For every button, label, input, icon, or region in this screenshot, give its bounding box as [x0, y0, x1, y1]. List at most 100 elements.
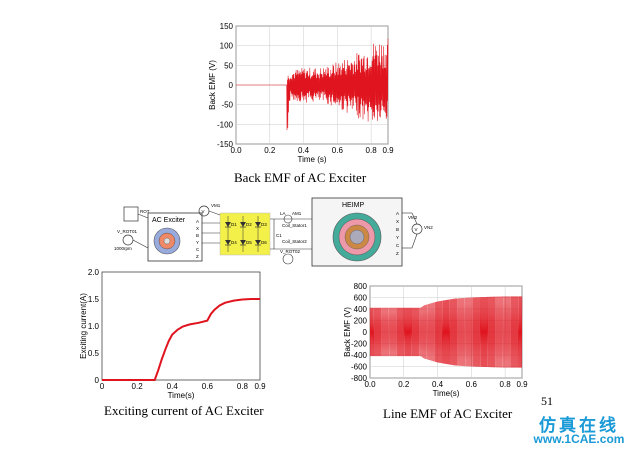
exciter-pin-label: X: [196, 226, 199, 231]
line-emf-chart-svg: 0.0 0.2 0.4 0.6 0.8 0.9 800 600 400 200 0 -200 -400 -…: [343, 282, 528, 398]
x-tick-label: 0: [100, 382, 105, 391]
y-tick-label: -50: [221, 101, 233, 110]
x-tick-label: 0.8: [500, 380, 512, 389]
heimp-pin-label: X: [396, 219, 399, 224]
caption-exciting: Exciting current of AC Exciter: [104, 403, 264, 418]
x-tick-label: 0.2: [132, 382, 144, 391]
y-tick-label: 1.5: [88, 295, 100, 304]
y-axis-label: Back EMF (V): [208, 60, 217, 110]
svg-text:V: V: [415, 227, 418, 232]
x-tick-label: 0.9: [516, 380, 528, 389]
label-c1: C1: [276, 233, 282, 238]
label-vrot01: V_ROT01: [117, 229, 138, 234]
caption-line-emf: Line EMF of AC Exciter: [383, 406, 513, 421]
diode-label: D5: [246, 240, 252, 245]
x-tick-label: 0.9: [382, 146, 394, 155]
y-axis-label: Exciting current(A): [79, 293, 88, 359]
watermark: 仿真在线 www.1CAE.com: [520, 411, 638, 449]
svg-text:V: V: [202, 209, 205, 214]
ac-exciter-title: AC Exciter: [152, 217, 186, 224]
label-vn2: VN2: [424, 225, 433, 230]
heimp-pin-label: Z: [396, 251, 399, 256]
plot-area: [101, 271, 261, 381]
label-la: LA: [280, 211, 286, 216]
y-tick-label: -400: [351, 351, 368, 360]
x-axis-label: Time(s): [168, 391, 195, 400]
x-tick-label: 0.0: [230, 146, 242, 155]
heimp-title: HEIMP: [342, 202, 365, 209]
y-tick-label: 400: [354, 305, 368, 314]
y-tick-label: 0: [229, 81, 234, 90]
y-tick-label: -800: [351, 374, 368, 383]
heimp-pin-label: B: [396, 227, 399, 232]
x-tick-label: 0.6: [466, 380, 478, 389]
y-tick-label: -200: [351, 340, 368, 349]
x-axis-label: Time (s): [297, 155, 326, 164]
watermark-url: www.1CAE.com: [533, 432, 625, 446]
series-line: [369, 296, 523, 368]
caption-back-emf: Back EMF of AC Exciter: [234, 170, 367, 185]
exciter-pin-label: Z: [196, 254, 199, 259]
back-emf-chart: 0.0 0.2 0.4 0.6 0.8 0.9 150 100 50 0 -50 -100 -150 Ti…: [206, 20, 396, 170]
y-tick-label: -600: [351, 363, 368, 372]
x-axis-label: Time(s): [433, 389, 460, 398]
page-number: 51: [541, 394, 553, 408]
y-tick-label: 0: [363, 328, 368, 337]
label-vm1: VM1: [211, 203, 221, 208]
exciter-pin-label: Y: [196, 240, 199, 245]
x-tick-label: 0.4: [167, 382, 179, 391]
heimp-pin-label: C: [396, 243, 400, 248]
label-vrot02: V_ROT02: [280, 249, 301, 254]
heimp-pin-label: Y: [396, 235, 399, 240]
x-tick-label: 0.2: [398, 380, 410, 389]
x-tick-label: 0.4: [298, 146, 310, 155]
x-tick-label: 0.4: [432, 380, 444, 389]
label-coil-stator2: Coil_Stator2: [282, 239, 307, 244]
y-tick-label: 2.0: [88, 268, 100, 277]
x-tick-label: 0.9: [254, 382, 266, 391]
y-axis-label: Back EMF (V): [343, 307, 352, 357]
diode-label: D2: [246, 222, 252, 227]
x-tick-label: 0.6: [202, 382, 214, 391]
y-tick-label: 0: [95, 376, 100, 385]
y-tick-label: 200: [354, 317, 368, 326]
series-line: [236, 38, 389, 131]
y-tick-label: 1.0: [88, 322, 100, 331]
rot-source: ROT V_ROT01 1000rpm: [114, 206, 150, 251]
y-tick-label: 600: [354, 294, 368, 303]
x-tick-label: 0.2: [264, 146, 276, 155]
watermark-chinese: 仿真在线: [539, 416, 619, 436]
diode-label: D6: [261, 240, 267, 245]
y-tick-label: 100: [220, 42, 234, 51]
label-rot: ROT: [140, 209, 150, 214]
y-tick-label: 50: [224, 61, 233, 70]
exciting-current-chart: 0 0.2 0.4 0.6 0.8 0.9 2.0 1.5 1.0 0.5 0 Time(s) Exci…: [78, 266, 273, 406]
back-emf-chart-svg: 0.0 0.2 0.4 0.6 0.8 0.9 150 100 50 0 -50 -100 -150 Ti…: [208, 22, 394, 164]
y-tick-label: 150: [220, 22, 234, 31]
diode-label: D3: [261, 222, 267, 227]
label-vm2: VM2: [408, 215, 418, 220]
series-line: [102, 298, 260, 381]
diode-label: D1: [231, 222, 237, 227]
exciter-pin-label: A: [196, 219, 199, 224]
y-tick-label: 800: [354, 282, 368, 291]
diode-rectifier: D1 D2 D3 D4 D5 D6: [219, 212, 271, 256]
y-tick-label: 0.5: [88, 349, 100, 358]
y-tick-label: -100: [217, 120, 234, 129]
line-emf-chart: 0.0 0.2 0.4 0.6 0.8 0.9 800 600 400 200 0 -200 -400 -…: [340, 280, 530, 405]
exciting-current-chart-svg: 0 0.2 0.4 0.6 0.8 0.9 2.0 1.5 1.0 0.5 0 Time(s) Exci…: [79, 268, 266, 400]
label-am1: AM1: [292, 211, 302, 216]
x-tick-label: 0.0: [364, 380, 376, 389]
label-1000rpm: 1000rpm: [114, 246, 132, 251]
heimp-pin-label: A: [396, 211, 399, 216]
x-tick-label: 0.8: [237, 382, 249, 391]
label-coil-stator1: Coil_Stator1: [282, 223, 307, 228]
x-tick-label: 0.6: [332, 146, 344, 155]
y-tick-label: -150: [217, 140, 234, 149]
exciter-pin-label: C: [196, 247, 200, 252]
x-tick-label: 0.8: [366, 146, 378, 155]
